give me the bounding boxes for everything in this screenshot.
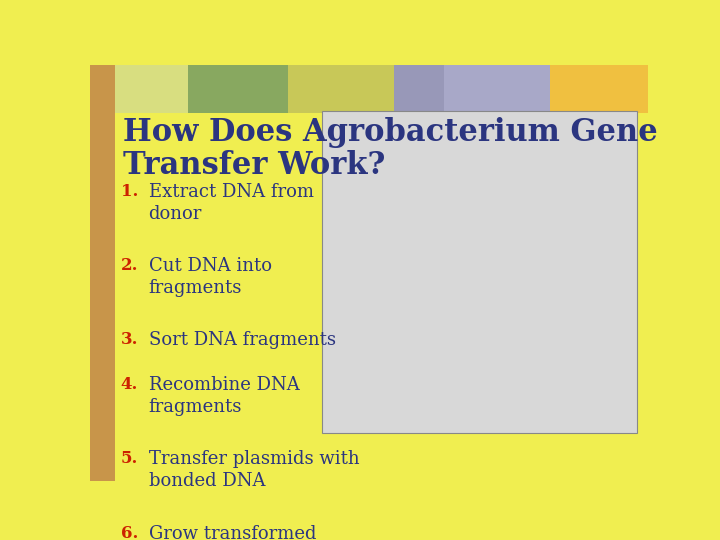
Bar bbox=[90, 65, 115, 481]
Text: Transfer plasmids with
bonded DNA: Transfer plasmids with bonded DNA bbox=[148, 450, 359, 490]
Bar bbox=[90, 65, 115, 113]
Text: 1.: 1. bbox=[121, 183, 138, 200]
Bar bbox=[115, 65, 188, 113]
Bar bbox=[288, 65, 394, 113]
Bar bbox=[322, 111, 636, 433]
Text: 6.: 6. bbox=[121, 524, 138, 540]
Text: Grow transformed: Grow transformed bbox=[148, 524, 316, 540]
Text: How Does Agrobacterium Gene: How Does Agrobacterium Gene bbox=[124, 117, 658, 148]
Text: 2.: 2. bbox=[121, 258, 138, 274]
Bar bbox=[550, 65, 648, 113]
Text: Transfer Work?: Transfer Work? bbox=[124, 150, 386, 181]
Text: 5.: 5. bbox=[121, 450, 138, 468]
Bar bbox=[444, 65, 550, 113]
Text: 3.: 3. bbox=[121, 332, 138, 348]
Text: Recombine DNA
fragments: Recombine DNA fragments bbox=[148, 376, 300, 416]
Text: Sort DNA fragments: Sort DNA fragments bbox=[148, 332, 336, 349]
Bar bbox=[394, 65, 444, 113]
Text: Extract DNA from
donor: Extract DNA from donor bbox=[148, 183, 314, 223]
Text: Cut DNA into
fragments: Cut DNA into fragments bbox=[148, 258, 271, 297]
Bar bbox=[188, 65, 288, 113]
Text: 4.: 4. bbox=[121, 376, 138, 394]
